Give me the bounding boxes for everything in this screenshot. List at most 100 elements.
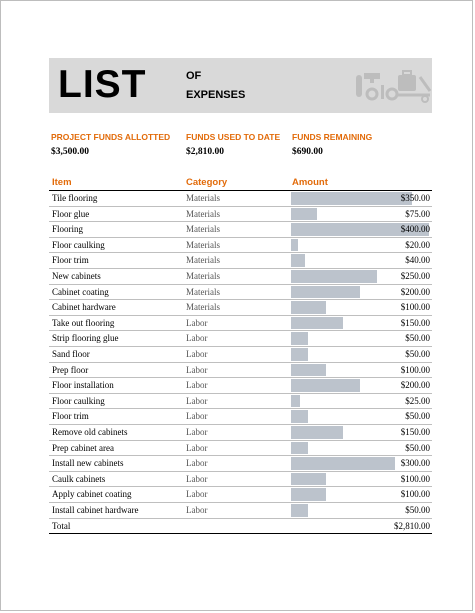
table-row: Floor caulking Materials $20.00 bbox=[49, 238, 432, 254]
row-divider bbox=[49, 455, 432, 457]
row-amount: $200.00 bbox=[400, 286, 430, 297]
amount-bar bbox=[291, 363, 326, 377]
row-category: Materials bbox=[186, 239, 220, 250]
row-category: Labor bbox=[186, 364, 208, 375]
amount-bar bbox=[291, 488, 326, 501]
table-row: Cabinet coating Materials $200.00 bbox=[49, 285, 432, 301]
row-divider bbox=[49, 267, 432, 269]
row-category: Materials bbox=[186, 208, 220, 219]
row-amount: $100.00 bbox=[400, 364, 430, 375]
row-item: Cabinet coating bbox=[52, 286, 109, 297]
row-amount: $20.00 bbox=[405, 239, 430, 250]
total-amount: $2,810.00 bbox=[394, 520, 430, 531]
table-row: Install new cabinets Labor $300.00 bbox=[49, 456, 432, 472]
table-row: Prep cabinet area Labor $50.00 bbox=[49, 441, 432, 457]
row-divider bbox=[49, 236, 432, 238]
table-row: Floor trim Labor $50.00 bbox=[49, 409, 432, 425]
total-divider bbox=[49, 533, 432, 535]
amount-bar bbox=[291, 410, 309, 423]
row-item: Install new cabinets bbox=[52, 458, 124, 469]
amount-bar bbox=[291, 238, 298, 252]
amount-bar bbox=[291, 223, 429, 236]
row-item: Apply cabinet coating bbox=[52, 489, 132, 500]
row-category: Labor bbox=[186, 427, 208, 437]
row-item: Floor caulking bbox=[52, 395, 105, 406]
row-category: Materials bbox=[186, 255, 220, 266]
row-divider bbox=[49, 361, 432, 363]
row-divider bbox=[49, 439, 432, 441]
row-item: Flooring bbox=[52, 224, 84, 235]
row-divider bbox=[49, 330, 432, 332]
row-amount: $150.00 bbox=[400, 317, 430, 328]
row-category: Materials bbox=[186, 302, 220, 313]
row-item: Floor installation bbox=[52, 380, 114, 391]
amount-bar bbox=[291, 472, 326, 486]
amount-bar bbox=[291, 332, 309, 345]
row-category: Materials bbox=[186, 224, 220, 235]
row-divider bbox=[49, 221, 432, 223]
amount-bar bbox=[291, 348, 309, 361]
row-category: Labor bbox=[186, 489, 208, 500]
row-amount: $50.00 bbox=[405, 505, 430, 515]
row-category: Labor bbox=[186, 349, 208, 359]
row-amount: $150.00 bbox=[400, 427, 430, 437]
page-title: LIST bbox=[58, 63, 147, 106]
table-row: Floor trim Materials $40.00 bbox=[49, 253, 432, 269]
row-divider bbox=[49, 501, 432, 503]
row-item: Caulk cabinets bbox=[52, 473, 106, 484]
amount-bar bbox=[291, 192, 412, 205]
table-row: Strip flooring glue Labor $50.00 bbox=[49, 331, 432, 347]
row-divider bbox=[49, 377, 432, 379]
funds-used-value: $2,810.00 bbox=[186, 147, 224, 157]
row-category: Labor bbox=[186, 442, 208, 453]
title-expenses: EXPENSES bbox=[186, 89, 246, 101]
row-item: Tile flooring bbox=[52, 193, 98, 203]
row-category: Labor bbox=[186, 505, 208, 515]
table-row: Cabinet hardware Materials $100.00 bbox=[49, 300, 432, 316]
amount-bar bbox=[291, 285, 360, 299]
row-amount: $250.00 bbox=[400, 271, 430, 281]
row-divider bbox=[49, 470, 432, 472]
header-amount: Amount bbox=[292, 177, 328, 188]
amount-bar bbox=[291, 426, 343, 439]
row-category: Labor bbox=[186, 411, 208, 422]
row-divider bbox=[49, 517, 432, 519]
row-item: Floor trim bbox=[52, 411, 89, 422]
table-row: Install cabinet hardware Labor $50.00 bbox=[49, 503, 432, 519]
row-amount: $50.00 bbox=[405, 349, 430, 359]
row-item: New cabinets bbox=[52, 271, 101, 281]
table-row: Floor installation Labor $200.00 bbox=[49, 378, 432, 394]
row-category: Labor bbox=[186, 458, 208, 469]
table-row: Floor caulking Labor $25.00 bbox=[49, 394, 432, 410]
row-category: Labor bbox=[186, 473, 208, 484]
title-banner: LIST OF EXPENSES bbox=[49, 58, 432, 113]
total-label: Total bbox=[52, 520, 71, 531]
amount-bar bbox=[291, 254, 305, 267]
amount-bar bbox=[291, 207, 317, 221]
row-divider bbox=[49, 392, 432, 394]
row-item: Take out flooring bbox=[52, 317, 115, 328]
row-divider bbox=[49, 423, 432, 425]
table-row: Floor glue Materials $75.00 bbox=[49, 207, 432, 223]
row-item: Prep cabinet area bbox=[52, 442, 114, 453]
amount-bar bbox=[291, 379, 360, 392]
header-item: Item bbox=[52, 177, 72, 188]
row-category: Materials bbox=[186, 193, 220, 203]
row-item: Install cabinet hardware bbox=[52, 505, 139, 515]
row-amount: $50.00 bbox=[405, 411, 430, 422]
row-item: Strip flooring glue bbox=[52, 333, 119, 344]
row-category: Labor bbox=[186, 380, 208, 391]
tools-icon bbox=[356, 70, 432, 103]
amount-bar bbox=[291, 504, 309, 517]
row-category: Materials bbox=[186, 271, 220, 281]
table-row: Sand floor Labor $50.00 bbox=[49, 347, 432, 363]
row-amount: $100.00 bbox=[400, 473, 430, 484]
row-item: Sand floor bbox=[52, 349, 90, 359]
row-divider bbox=[49, 345, 432, 347]
row-amount: $50.00 bbox=[405, 333, 430, 344]
row-divider bbox=[49, 283, 432, 285]
table-row: Prep floor Labor $100.00 bbox=[49, 363, 432, 379]
table-row: Apply cabinet coating Labor $100.00 bbox=[49, 487, 432, 503]
row-amount: $50.00 bbox=[405, 442, 430, 453]
row-category: Labor bbox=[186, 317, 208, 328]
